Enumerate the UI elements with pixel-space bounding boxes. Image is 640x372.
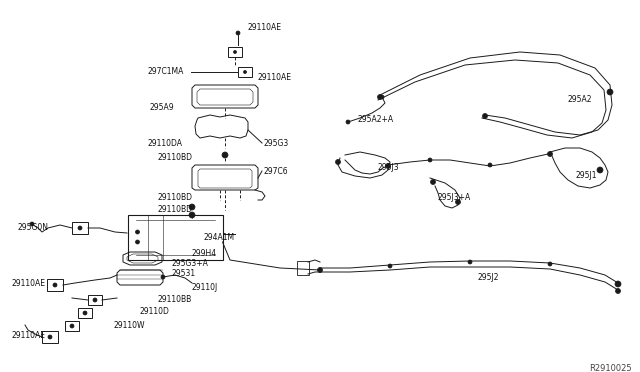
Ellipse shape: [30, 222, 34, 226]
Text: 29110AE: 29110AE: [12, 279, 46, 288]
Ellipse shape: [136, 230, 140, 234]
Ellipse shape: [615, 281, 621, 287]
Text: 295G3+A: 295G3+A: [172, 259, 209, 267]
Ellipse shape: [456, 199, 461, 205]
Text: 29110W: 29110W: [113, 321, 145, 330]
Text: 29110AE: 29110AE: [12, 331, 46, 340]
Ellipse shape: [597, 167, 603, 173]
Ellipse shape: [78, 226, 82, 230]
Bar: [47, 279, 63, 291]
Ellipse shape: [388, 264, 392, 268]
Text: 295J2: 295J2: [478, 273, 499, 282]
Ellipse shape: [136, 240, 140, 244]
Ellipse shape: [161, 275, 165, 279]
Bar: [88, 295, 102, 305]
Text: 294A1M: 294A1M: [203, 234, 234, 243]
Ellipse shape: [548, 262, 552, 266]
Text: R2910025: R2910025: [589, 364, 632, 372]
Ellipse shape: [93, 298, 97, 302]
Ellipse shape: [468, 260, 472, 264]
Text: 297C6: 297C6: [264, 167, 289, 176]
Ellipse shape: [483, 113, 488, 119]
Ellipse shape: [616, 289, 621, 294]
Bar: [228, 47, 242, 57]
Text: 29531: 29531: [172, 269, 196, 279]
Ellipse shape: [547, 151, 552, 157]
Text: 29110BB: 29110BB: [157, 295, 191, 304]
Text: 299H4: 299H4: [192, 248, 217, 257]
Text: 29110DA: 29110DA: [148, 138, 183, 148]
Ellipse shape: [335, 160, 340, 164]
Bar: [65, 321, 79, 331]
Text: 295G3: 295G3: [264, 138, 289, 148]
Ellipse shape: [234, 51, 237, 54]
Bar: [127, 215, 223, 260]
Ellipse shape: [83, 311, 87, 315]
Ellipse shape: [488, 163, 492, 167]
Ellipse shape: [346, 120, 350, 124]
Text: 295J3: 295J3: [377, 164, 399, 173]
Text: 29110BD: 29110BD: [158, 192, 193, 202]
Ellipse shape: [222, 152, 228, 158]
Bar: [42, 331, 58, 343]
Text: 295G0N: 295G0N: [18, 224, 49, 232]
Ellipse shape: [189, 212, 195, 218]
Ellipse shape: [243, 71, 246, 74]
Bar: [78, 308, 92, 318]
Ellipse shape: [380, 95, 384, 99]
Text: 29110AE: 29110AE: [247, 23, 281, 32]
Text: 295A9: 295A9: [150, 103, 175, 112]
Ellipse shape: [431, 180, 435, 185]
Bar: [238, 67, 252, 77]
Bar: [72, 222, 88, 234]
Text: 295A2: 295A2: [568, 96, 593, 105]
Text: 295J1: 295J1: [575, 170, 596, 180]
Ellipse shape: [70, 324, 74, 328]
Text: 29110J: 29110J: [192, 282, 218, 292]
Ellipse shape: [236, 31, 240, 35]
Ellipse shape: [48, 335, 52, 339]
Ellipse shape: [385, 164, 390, 169]
Text: 29110D: 29110D: [140, 307, 170, 315]
Ellipse shape: [607, 89, 613, 95]
Text: 297C1MA: 297C1MA: [148, 67, 184, 77]
Text: 29110BD: 29110BD: [158, 154, 193, 163]
Text: 29110BD: 29110BD: [158, 205, 193, 215]
Ellipse shape: [317, 267, 323, 273]
Text: 29110AE: 29110AE: [258, 74, 292, 83]
Ellipse shape: [428, 158, 432, 162]
Ellipse shape: [378, 94, 383, 99]
Ellipse shape: [53, 283, 57, 287]
Ellipse shape: [189, 204, 195, 210]
Bar: [297, 261, 309, 275]
Text: 295A2+A: 295A2+A: [358, 115, 394, 125]
Text: 295J3+A: 295J3+A: [437, 193, 470, 202]
